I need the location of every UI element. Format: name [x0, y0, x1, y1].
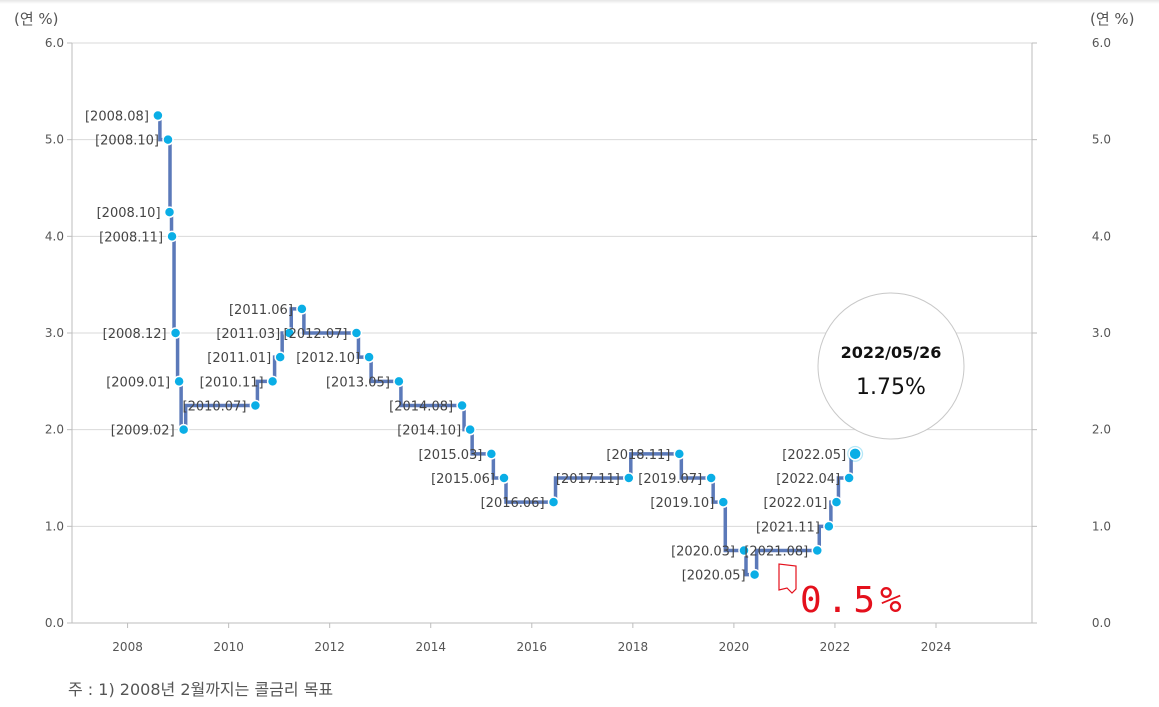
data-point: [464, 423, 476, 436]
data-point: [296, 303, 308, 315]
data-point-label: [2012.07]: [284, 327, 348, 342]
data-point: [748, 568, 761, 581]
x-tick-label: 2020: [719, 640, 750, 654]
data-point: [166, 230, 178, 243]
data-point-label: [2014.10]: [397, 424, 461, 439]
y-tick-label-right: 5.0: [1092, 133, 1111, 147]
data-point: [393, 375, 405, 388]
data-point-label: [2008.12]: [103, 327, 167, 342]
y-tick-label-right: 0.0: [1092, 616, 1111, 630]
data-point-label: [2008.11]: [99, 230, 163, 245]
data-point: [717, 496, 730, 508]
data-point-label: [2010.11]: [200, 375, 264, 390]
y-tick-label-right: 3.0: [1092, 326, 1111, 340]
y-tick-label-right: 4.0: [1092, 229, 1111, 243]
data-point-label: [2020.03]: [671, 545, 735, 560]
data-point: [843, 472, 855, 484]
y-tick-label-left: 6.0: [45, 36, 64, 50]
x-tick-label: 2010: [213, 640, 244, 654]
y-tick-label-right: 2.0: [1092, 423, 1111, 437]
data-point: [283, 327, 296, 339]
data-point: [363, 351, 375, 363]
data-point: [498, 472, 510, 484]
data-point-label: [2017.11]: [556, 472, 620, 487]
tooltip-bubble: 2022/05/26 1.75%: [817, 292, 965, 440]
x-tick-label: 2012: [314, 640, 345, 654]
data-point-label: [2019.10]: [650, 496, 714, 511]
interest-rate-chart: (연 %) (연 %) 0.0 0.0 1.0 1.0 2.0 2.0 3.0 3.0 4.0 4…: [14, 10, 1135, 654]
y-tick-label-left: 0.0: [45, 616, 64, 630]
data-point-label: [2021.08]: [744, 545, 808, 560]
data-point-label: [2022.04]: [776, 472, 840, 487]
data-point-label: [2016.06]: [481, 496, 545, 511]
y-tick-label-right: 6.0: [1092, 36, 1111, 50]
y-axis-unit-right: (연 %): [1090, 10, 1135, 28]
data-point-label: [2019.07]: [638, 472, 702, 487]
x-tick-label: 2018: [618, 640, 649, 654]
data-point: [266, 375, 279, 388]
point-labels: [2008.08] [2008.10] [2008.10] [2008.11] [200…: [85, 110, 846, 584]
x-tick-label: 2014: [415, 640, 446, 654]
y-tick-label-left: 5.0: [45, 133, 64, 147]
data-point-label: [2014.08]: [389, 400, 453, 415]
data-point-label: [2020.05]: [682, 569, 746, 584]
data-point-label: [2015.03]: [418, 448, 482, 463]
x-tick-label: 2024: [921, 640, 952, 654]
y-tick-label-left: 3.0: [45, 326, 64, 340]
data-point: [350, 327, 363, 339]
data-point: [456, 399, 468, 412]
top-shadow: [0, 0, 1159, 4]
data-point-label: [2018.11]: [606, 448, 670, 463]
y-axis-unit-left: (연 %): [14, 10, 59, 28]
data-point-label: [2010.07]: [183, 400, 247, 415]
data-point-label: [2009.01]: [106, 375, 170, 390]
data-point: [163, 206, 176, 218]
data-point: [547, 496, 560, 508]
data-point: [830, 496, 843, 508]
footnote: 주 : 1) 2008년 2월까지는 콜금리 목표: [68, 680, 334, 699]
data-point: [823, 520, 835, 533]
data-point: [848, 447, 862, 461]
data-point: [485, 448, 498, 460]
annotation-text: 0.5%: [800, 580, 907, 621]
data-point-label: [2011.06]: [229, 303, 293, 318]
data-point-label: [2008.10]: [97, 206, 161, 221]
data-point-label: [2008.08]: [85, 110, 149, 125]
data-point: [623, 472, 635, 484]
data-point: [177, 423, 190, 436]
data-point: [173, 375, 185, 388]
data-point: [673, 448, 686, 460]
annotation-mark: [778, 563, 797, 594]
data-point: [162, 133, 174, 146]
x-tick-label: 2022: [820, 640, 851, 654]
x-tick-label: 2008: [112, 640, 143, 654]
data-point-label: [2021.11]: [756, 520, 820, 535]
data-point-label: [2008.10]: [95, 134, 159, 149]
y-tick-label-left: 4.0: [45, 229, 64, 243]
data-point-label: [2013.05]: [326, 375, 390, 390]
data-point: [705, 472, 717, 484]
data-point-label: [2011.01]: [207, 351, 271, 366]
y-tick-label-right: 1.0: [1092, 519, 1111, 533]
tooltip-value: 1.75%: [856, 375, 926, 400]
y-tick-label-left: 1.0: [45, 519, 64, 533]
data-point: [274, 351, 286, 363]
data-point-label: [2011.03]: [216, 327, 280, 342]
data-points: [152, 109, 864, 581]
data-point-label: [2022.05]: [782, 448, 846, 463]
tooltip-date: 2022/05/26: [841, 343, 942, 362]
data-point: [738, 544, 750, 557]
y-tick-label-left: 2.0: [45, 423, 64, 437]
data-point-label: [2012.10]: [296, 351, 360, 366]
axes: 0.0 0.0 1.0 1.0 2.0 2.0 3.0 3.0 4.0 4.0 5.0 5.0 6.0 6…: [45, 36, 1111, 654]
data-point-label: [2015.06]: [431, 472, 495, 487]
data-point-label: [2022.01]: [764, 496, 828, 511]
data-point: [152, 109, 164, 122]
data-point: [169, 327, 182, 339]
data-point: [811, 544, 824, 557]
x-tick-label: 2016: [517, 640, 548, 654]
data-point: [249, 399, 262, 412]
tooltip-circle: [817, 292, 965, 440]
data-point-label: [2009.02]: [111, 424, 175, 439]
